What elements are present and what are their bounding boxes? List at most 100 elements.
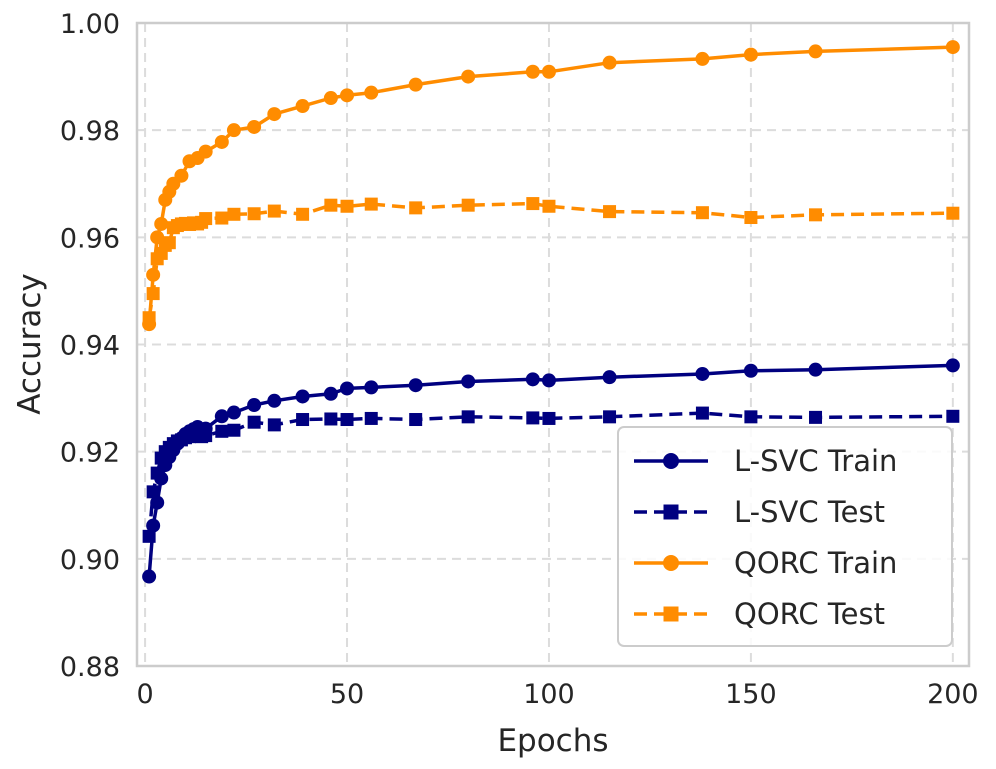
data-point (214, 134, 229, 149)
data-point (461, 410, 475, 424)
legend-entry: QORC Train (634, 546, 897, 580)
data-point (247, 119, 262, 134)
data-point (695, 366, 710, 381)
data-point (461, 198, 475, 212)
legend-label: QORC Train (734, 546, 897, 580)
data-point (809, 410, 823, 424)
data-point (162, 236, 176, 250)
x-tick-label: 0 (136, 679, 153, 710)
data-point (226, 123, 241, 138)
data-point (695, 206, 709, 220)
legend-marker (663, 606, 679, 622)
data-point (324, 198, 338, 212)
series-qorc-test (142, 197, 960, 325)
data-point (267, 107, 282, 122)
data-point (323, 386, 338, 401)
series-line (147, 201, 953, 318)
legend: L-SVC Train L-SVC Test QORC Train QORC Test (617, 426, 953, 647)
data-point (808, 44, 823, 59)
y-tick-label: 0.90 (60, 545, 120, 576)
data-point (744, 410, 758, 424)
data-point (340, 199, 354, 213)
data-point (247, 398, 262, 413)
data-point (142, 311, 156, 325)
data-point (150, 466, 164, 480)
data-point (364, 85, 379, 100)
data-point (808, 362, 823, 377)
legend-label: L-SVC Test (734, 495, 885, 529)
data-point (542, 199, 556, 213)
data-point (945, 40, 960, 55)
legend-marker (663, 453, 679, 469)
data-point (946, 409, 960, 423)
data-point (227, 423, 241, 437)
data-point (340, 88, 355, 103)
data-point (946, 206, 960, 220)
data-point (226, 405, 241, 420)
legend-box (617, 426, 953, 647)
plot-frame (135, 21, 971, 668)
data-point (215, 211, 229, 225)
data-point (525, 372, 540, 387)
y-tick-label: 0.98 (60, 116, 120, 147)
data-point (154, 216, 169, 231)
data-point (142, 569, 157, 584)
series-qorc-train (142, 40, 960, 332)
data-point (174, 168, 189, 183)
data-point (323, 91, 338, 106)
data-point (296, 207, 310, 221)
data-point (247, 207, 261, 221)
data-point (199, 212, 213, 226)
x-tick-label: 50 (330, 679, 364, 710)
data-point (296, 413, 310, 427)
data-point (267, 204, 281, 218)
data-point (146, 267, 161, 282)
data-point (602, 370, 617, 385)
data-point (340, 381, 355, 396)
series-l-svc-test (142, 406, 960, 543)
data-point (142, 529, 156, 543)
tick-labels: 0 50 100 150 200 0.88 0.90 0.92 0.94 0.96 0.98 1.00 (60, 9, 979, 710)
y-tick-label: 0.94 (60, 331, 120, 362)
legend-entry: L-SVC Train (634, 444, 897, 478)
data-point (695, 51, 710, 66)
data-point (526, 411, 540, 425)
data-point (809, 208, 823, 222)
data-point (542, 411, 556, 425)
data-point (461, 69, 476, 84)
data-point (945, 358, 960, 373)
data-point (247, 415, 261, 429)
data-point (602, 55, 617, 70)
series-layer (142, 40, 960, 584)
data-point (215, 424, 229, 438)
data-point (541, 64, 556, 79)
x-axis-label: Epochs (497, 723, 608, 759)
y-tick-label: 0.96 (60, 223, 120, 254)
data-point (295, 99, 310, 114)
data-point (603, 410, 617, 424)
data-point (364, 380, 379, 395)
data-point (603, 205, 617, 219)
x-tick-label: 100 (523, 679, 575, 710)
data-point (744, 211, 758, 225)
data-point (743, 47, 758, 62)
series-line (147, 45, 953, 325)
data-point (364, 197, 378, 211)
data-point (146, 287, 160, 301)
data-point (267, 418, 281, 432)
data-point (409, 201, 423, 215)
data-point (541, 373, 556, 388)
data-point (150, 495, 165, 510)
data-point (409, 413, 423, 427)
data-point (199, 429, 213, 443)
legend-entry: QORC Test (634, 597, 885, 631)
data-point (743, 363, 758, 378)
data-point (525, 64, 540, 79)
x-tick-label: 200 (927, 679, 979, 710)
y-tick-label: 1.00 (60, 9, 120, 40)
data-point (227, 207, 241, 221)
data-point (408, 378, 423, 393)
legend-marker (663, 504, 679, 520)
data-point (214, 409, 229, 424)
